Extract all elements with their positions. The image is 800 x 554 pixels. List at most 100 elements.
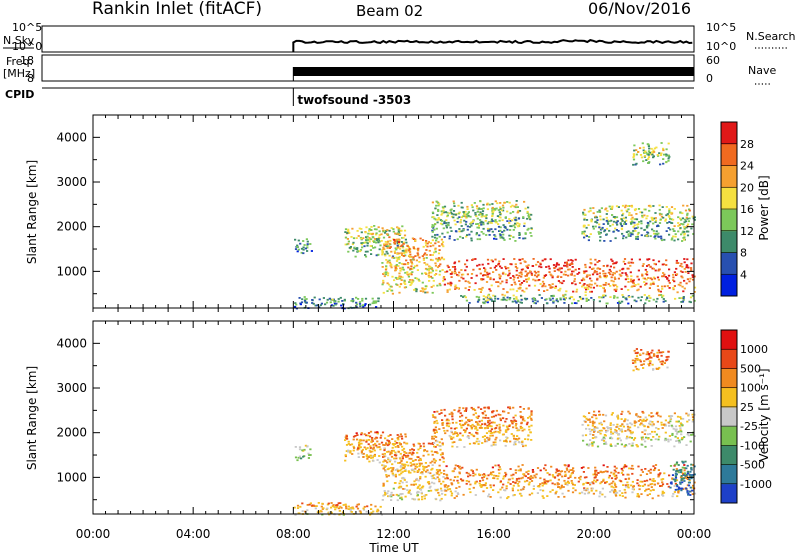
rti-cell [393,241,396,244]
rti-cell [437,217,440,219]
rti-cell [544,464,547,467]
rti-cell [579,475,582,478]
rti-cell [662,494,665,497]
rti-cell [621,219,624,222]
rti-cell [422,468,425,471]
rti-cell [587,424,590,427]
rti-cell [609,273,612,276]
rti-cell [515,223,518,226]
rti-cell [564,473,567,476]
rti-cell [577,300,580,302]
rti-cell [495,436,498,439]
rti-cell [489,276,492,279]
rti-cell [531,476,534,479]
rti-cell [622,235,625,237]
rti-cell [639,147,642,149]
rti-cell [647,154,650,156]
rti-cell [676,291,679,294]
rti-cell [644,208,647,211]
rti-cell [399,233,402,236]
rti-cell [499,226,502,229]
rti-cell [652,267,655,270]
rti-cell [645,418,649,421]
rti-cell [446,289,449,292]
rti-cell [449,226,452,229]
rti-cell [637,278,640,281]
rti-cell [431,435,434,438]
rti-cell [405,248,408,251]
rti-cell [649,468,652,471]
rti-cell [408,251,412,253]
rti-cell [521,429,524,432]
rti-cell [678,297,681,299]
rti-cell [394,446,397,448]
rti-cell [613,276,616,279]
rti-cell [434,459,437,462]
rti-cell [682,299,685,301]
rti-cell [462,296,465,298]
rti-cell [407,470,410,473]
rti-cell [689,301,692,304]
rti-cell [612,230,615,233]
rti-cell [513,437,516,440]
rti-cell [499,488,502,491]
rti-cell [646,494,649,497]
rti-cell [394,454,397,457]
rti-cell [530,480,534,482]
rti-cell [533,284,537,287]
rti-cell [593,427,596,430]
rti-cell [482,484,485,486]
rti-cell [394,451,397,454]
rti-cell [675,468,678,470]
rti-cell [547,265,550,268]
rti-cell [468,226,472,228]
rti-cell [619,425,622,427]
rti-cell [683,287,686,290]
rti-cell [582,224,585,227]
rti-cell [419,488,423,491]
rti-cell [486,477,489,480]
rti-cell [364,297,368,300]
rti-cell [669,465,673,467]
rti-cell [491,220,494,222]
rti-cell [450,208,453,211]
rti-cell [369,245,372,247]
rti-cell [480,208,483,210]
rti-cell [443,473,446,475]
rti-cell [386,290,389,292]
rti-cell [567,274,570,277]
rti-cell [512,416,515,419]
rti-cell [344,439,347,441]
rti-cell [442,207,445,210]
rti-cell [647,358,650,360]
rti-cell [635,414,638,416]
rti-cell [476,300,480,303]
rti-cell [448,212,451,215]
rti-cell [491,212,494,215]
rti-cell [615,494,618,497]
rti-cell [522,488,525,490]
rti-cell [401,237,404,239]
rti-cell [399,497,402,500]
rti-cell [490,421,493,424]
date-title: 06/Nov/2016 [588,0,691,18]
rti-cell [473,435,476,438]
rti-cell [646,433,649,436]
rti-cell [468,302,471,304]
rti-cell [642,418,645,421]
rti-cell [515,274,518,276]
rti-cell [499,236,502,239]
rti-cell [691,416,695,418]
rti-cell [677,238,680,241]
rti-cell [443,469,446,472]
rti-cell [486,203,489,206]
rti-cell [621,430,624,433]
rti-cell [429,485,432,488]
rti-cell [368,229,371,232]
rti-cell [518,480,521,483]
rti-cell [395,442,398,444]
rti-cell [431,453,434,456]
rti-cell [675,462,678,465]
rti-cell [526,421,529,424]
rti-cell [586,488,589,491]
